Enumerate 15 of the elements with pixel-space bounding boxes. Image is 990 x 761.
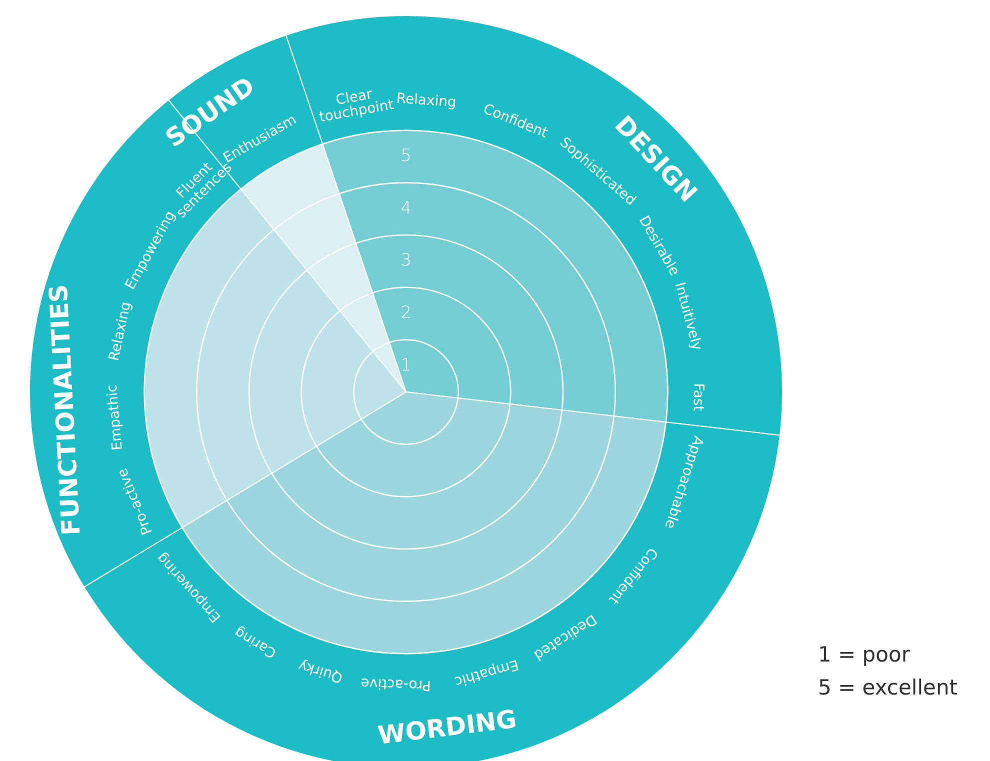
text: Quirky (296, 656, 345, 686)
slice-label: FUNCTIONALITIES (44, 284, 86, 536)
text: 3 (400, 250, 412, 271)
text: 4 (400, 198, 412, 218)
text: Fast (690, 382, 706, 412)
text: 1 (400, 355, 412, 376)
slice-label: WORDING (376, 704, 518, 750)
text: 2 (400, 302, 412, 323)
text: Pro-active (360, 674, 432, 694)
text: Clear touchpoint (318, 86, 396, 126)
text: 5 (400, 146, 412, 166)
text: Empathic (104, 384, 126, 451)
text: 1 = poor (818, 642, 910, 666)
text: 5 = excellent (818, 675, 958, 700)
text: Relaxing (396, 90, 457, 111)
